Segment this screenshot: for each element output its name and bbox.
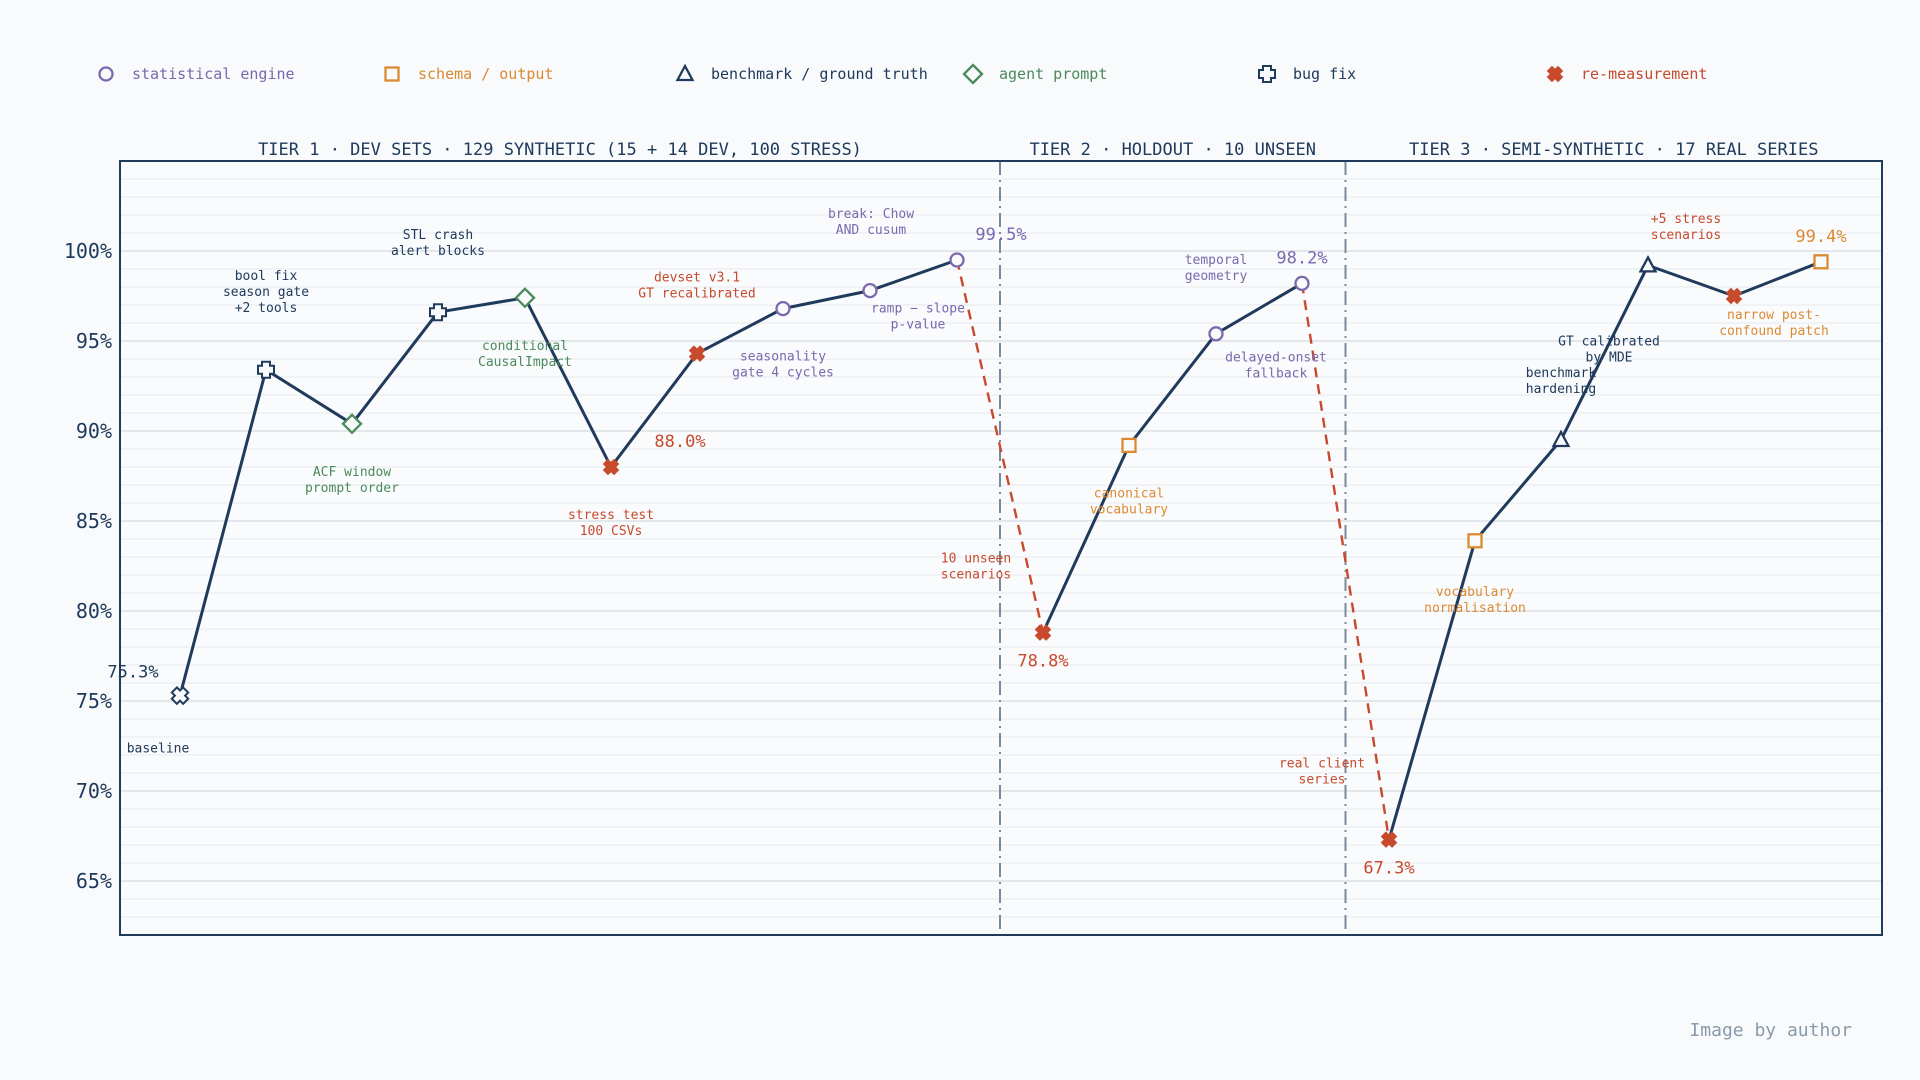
data-point-18 bbox=[1725, 287, 1743, 305]
annotation-7: seasonality gate 4 cycles bbox=[732, 350, 834, 381]
image-credit: Image by author bbox=[1689, 1020, 1852, 1041]
y-tick-label: 65% bbox=[76, 869, 112, 893]
plot-frame bbox=[119, 160, 1883, 936]
annotation-1: bool fix season gate +2 tools bbox=[223, 269, 309, 316]
data-point-15 bbox=[1467, 533, 1483, 549]
annotation-11: canonical vocabulary bbox=[1090, 486, 1168, 517]
annotation-0: baseline bbox=[127, 742, 190, 757]
series-line bbox=[178, 258, 958, 696]
legend-marker-benchmark_ground_truth bbox=[675, 63, 695, 82]
legend-marker-agent_prompt bbox=[962, 63, 984, 85]
data-point-13 bbox=[1294, 275, 1310, 292]
data-point-16 bbox=[1551, 429, 1571, 448]
data-point-14-shape bbox=[1380, 831, 1398, 848]
y-tick-label: 70% bbox=[76, 779, 112, 803]
baseline-marker bbox=[170, 685, 190, 706]
value-label-19: 99.4% bbox=[1795, 227, 1846, 247]
legend-label-re_measurement: re-measurement bbox=[1581, 65, 1707, 83]
annotation-18: +5 stress scenarios bbox=[1651, 212, 1721, 243]
data-point-12 bbox=[1208, 326, 1224, 342]
value-label-5: 88.0% bbox=[654, 432, 705, 452]
annotation-14: real client series bbox=[1279, 757, 1365, 788]
data-point-7 bbox=[775, 300, 791, 317]
annotation-10: 10 unseen scenarios bbox=[941, 552, 1011, 583]
data-point-1 bbox=[257, 360, 275, 379]
series-line bbox=[1041, 282, 1303, 634]
legend-label-benchmark_ground_truth: benchmark / ground truth bbox=[711, 65, 928, 83]
data-point-3 bbox=[429, 303, 447, 322]
annotation-12: temporal geometry bbox=[1185, 253, 1248, 284]
y-tick-label: 100% bbox=[64, 239, 112, 263]
legend-marker-re_measurement-shape bbox=[1546, 65, 1564, 83]
annotation-3: STL crash alert blocks bbox=[391, 228, 485, 259]
y-tick-label: 85% bbox=[76, 509, 112, 533]
data-point-10 bbox=[1034, 624, 1052, 641]
legend-label-bug_fix: bug fix bbox=[1293, 65, 1356, 83]
y-tick-label: 95% bbox=[76, 329, 112, 353]
value-label-13: 98.2% bbox=[1276, 248, 1327, 268]
value-label-10: 78.8% bbox=[1017, 652, 1068, 672]
annotation-9: break: Chow AND cusum bbox=[828, 207, 914, 238]
annotation-15: vocabulary normalisation bbox=[1424, 585, 1526, 616]
annotation-8: ramp − slope p-value bbox=[871, 302, 965, 333]
tier-header: TIER 3 · SEMI-SYNTHETIC · 17 REAL SERIES bbox=[1409, 140, 1818, 160]
y-tick-label: 80% bbox=[76, 599, 112, 623]
data-point-9 bbox=[949, 252, 965, 268]
series-line-dashed bbox=[1300, 283, 1391, 840]
legend-label-statistical_engine: statistical engine bbox=[132, 65, 295, 83]
value-label-14: 67.3% bbox=[1363, 859, 1414, 879]
annotation-5: stress test 100 CSVs bbox=[568, 508, 654, 539]
legend-marker-statistical_engine bbox=[98, 66, 114, 82]
y-tick-label: 75% bbox=[76, 689, 112, 713]
series-line-dashed bbox=[955, 259, 1045, 633]
series-line bbox=[1387, 260, 1822, 841]
data-point-11 bbox=[1121, 437, 1137, 454]
annotation-13: delayed-onset fallback bbox=[1225, 350, 1327, 381]
data-point-19 bbox=[1813, 254, 1829, 270]
data-point-0 bbox=[170, 685, 190, 706]
data-point-18-shape bbox=[1725, 287, 1743, 305]
legend-label-agent_prompt: agent prompt bbox=[999, 65, 1107, 83]
annotation-17: GT calibrated by MDE bbox=[1558, 334, 1660, 365]
legend-marker-bug_fix bbox=[1258, 65, 1276, 83]
data-point-8 bbox=[862, 282, 878, 299]
legend-marker-schema_output bbox=[384, 66, 400, 82]
data-point-10-shape bbox=[1034, 624, 1052, 641]
data-point-5-shape bbox=[602, 458, 620, 476]
data-point-14 bbox=[1380, 831, 1398, 848]
data-point-5 bbox=[602, 458, 620, 476]
data-point-6 bbox=[688, 345, 706, 362]
legend-marker-re_measurement bbox=[1546, 65, 1564, 83]
data-point-6-shape bbox=[688, 345, 706, 362]
data-point-17 bbox=[1638, 254, 1658, 273]
data-point-4 bbox=[514, 287, 536, 309]
annotation-2: ACF window prompt order bbox=[305, 465, 399, 496]
annotation-6: devset v3.1 GT recalibrated bbox=[638, 271, 755, 302]
tier-header: TIER 2 · HOLDOUT · 10 UNSEEN bbox=[1029, 140, 1316, 160]
y-tick-label: 90% bbox=[76, 419, 112, 443]
annotation-16: benchmark hardening bbox=[1526, 366, 1597, 397]
annotation-4: conditional CausalImpact bbox=[478, 339, 572, 370]
value-label-0: 75.3% bbox=[107, 663, 158, 683]
annotation-19: narrow post-confound patch bbox=[1719, 308, 1829, 339]
data-point-2 bbox=[341, 413, 363, 435]
tier-header: TIER 1 · DEV SETS · 129 SYNTHETIC (15 + … bbox=[258, 140, 862, 160]
legend-label-schema_output: schema / output bbox=[418, 65, 553, 83]
value-label-9: 99.5% bbox=[975, 225, 1026, 245]
